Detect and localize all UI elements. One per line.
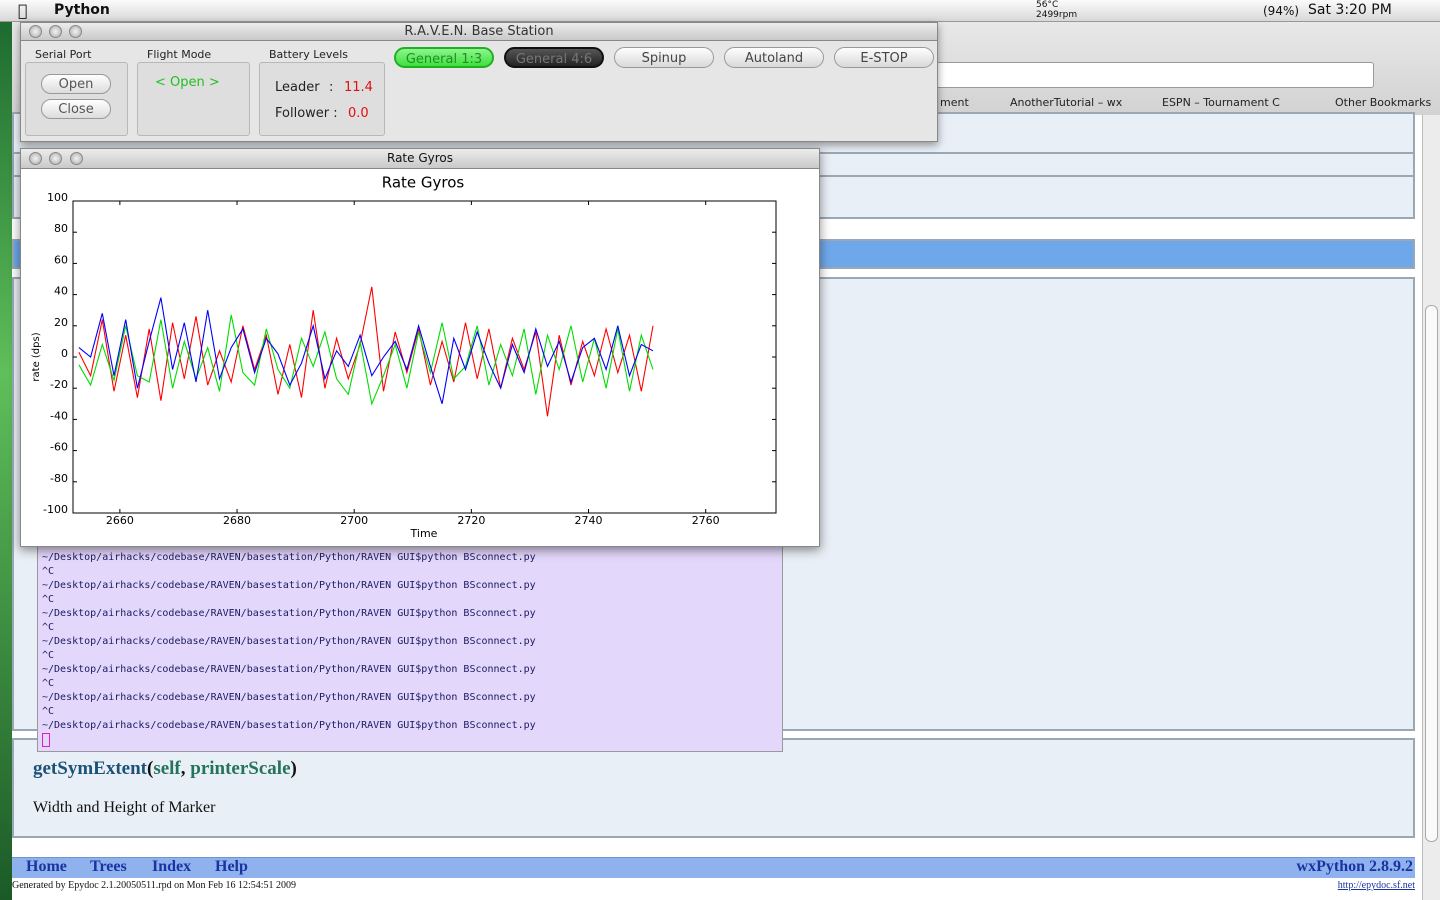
terminal-line: ^C <box>42 650 55 661</box>
version: wxPython 2.8.9.2 <box>1296 858 1413 875</box>
nav-link[interactable]: Index <box>152 858 192 875</box>
cursor <box>42 733 50 747</box>
battery[interactable]: (94%) <box>1263 4 1300 18</box>
chart-title: Rate Gyros <box>382 174 465 192</box>
desktop <box>0 22 12 900</box>
method-box <box>12 738 1415 838</box>
follower-voltage: 0.0 <box>348 106 369 121</box>
method-signature: getSymExtent(self, printerScale) <box>33 758 297 780</box>
y-tick-label: -60 <box>50 441 68 454</box>
app-name[interactable]: Python <box>54 2 110 18</box>
separator: , <box>180 758 191 779</box>
leader-voltage: 11.4 <box>344 80 373 95</box>
y-tick-label: 60 <box>54 253 68 266</box>
terminal-line: ^C <box>42 706 55 717</box>
terminal[interactable] <box>37 540 783 752</box>
temperature: 56°C <box>1036 0 1059 10</box>
group-box <box>259 62 385 136</box>
terminal-line: ~/Desktop/airhacks/codebase/RAVEN/basest… <box>42 636 536 647</box>
y-tick-label: -80 <box>50 472 68 485</box>
series-line <box>78 286 654 417</box>
group-label: Battery Levels <box>269 48 348 61</box>
method-description: Width and Height of Marker <box>33 799 216 816</box>
y-tick-label: -100 <box>43 503 68 516</box>
group-label: Flight Mode <box>147 48 212 61</box>
terminal-line: ~/Desktop/airhacks/codebase/RAVEN/basest… <box>42 692 536 703</box>
method-name: getSymExtent <box>33 758 147 779</box>
close-button[interactable] <box>29 25 42 38</box>
y-tick-label: 100 <box>47 191 68 204</box>
close-button[interactable] <box>29 152 42 165</box>
flight-mode: < Open > <box>155 75 220 90</box>
y-tick-label: 40 <box>54 285 68 298</box>
paren: ) <box>290 758 297 779</box>
terminal-line: ^C <box>42 594 55 605</box>
clock[interactable]: Sat 3:20 PM <box>1308 2 1392 18</box>
terminal-line: ~/Desktop/airhacks/codebase/RAVEN/basest… <box>42 664 536 675</box>
terminal-line: ~/Desktop/airhacks/codebase/RAVEN/basest… <box>42 580 536 591</box>
nav-link[interactable]: Home <box>26 858 67 875</box>
terminal-line: ^C <box>42 622 55 633</box>
minimize-button[interactable] <box>49 152 62 165</box>
terminal-line: ~/Desktop/airhacks/codebase/RAVEN/basest… <box>42 552 536 563</box>
arg: self <box>153 758 181 779</box>
group-label: Serial Port <box>35 48 92 61</box>
apple-menu[interactable]:  <box>18 1 28 20</box>
y-axis-label: rate (dps) <box>31 332 42 381</box>
terminal-line: ^C <box>42 678 55 689</box>
scroll-thumb[interactable] <box>1425 305 1438 842</box>
nav-link[interactable]: Help <box>215 858 248 875</box>
bookmark[interactable]: ESPN – Tournament C <box>1162 96 1280 109</box>
group-box <box>137 62 250 136</box>
bookmark[interactable]: Other Bookmarks <box>1335 96 1432 109</box>
y-tick-label: -20 <box>50 378 68 391</box>
series-line <box>78 297 654 404</box>
bookmark[interactable]: ment <box>940 96 969 109</box>
window-title: R.A.V.E.N. Base Station <box>21 23 937 41</box>
x-tick-label: 2760 <box>692 514 720 527</box>
arg: printerScale <box>190 758 291 779</box>
tab[interactable]: E-STOP <box>834 47 934 68</box>
x-tick-label: 2680 <box>223 514 251 527</box>
fan-speed: 2499rpm <box>1036 10 1078 20</box>
x-tick-label: 2660 <box>106 514 134 527</box>
close-port-button[interactable]: Close <box>41 99 111 119</box>
terminal-line: ~/Desktop/airhacks/codebase/RAVEN/basest… <box>42 608 536 619</box>
nav-bar <box>12 857 1415 878</box>
x-tick-label: 2740 <box>575 514 603 527</box>
footer: Generated by Epydoc 2.1.20050511.rpd on … <box>12 880 297 891</box>
address-bar[interactable] <box>930 62 1374 88</box>
y-tick-label: -40 <box>50 409 68 422</box>
follower-label: Follower : <box>275 106 338 121</box>
leader-label: Leader <box>275 80 320 95</box>
tab[interactable]: Spinup <box>614 47 714 68</box>
menu-bar:  Python 56°C 2499rpm (94%) Sat 3:20 PM <box>0 0 1440 22</box>
terminal-line: ~/Desktop/airhacks/codebase/RAVEN/basest… <box>42 720 536 731</box>
nav-link[interactable]: Trees <box>90 858 127 875</box>
x-tick-label: 2720 <box>457 514 485 527</box>
separator: : <box>329 80 334 95</box>
open-button[interactable]: Open <box>41 74 111 94</box>
y-tick-label: 20 <box>54 316 68 329</box>
series-line <box>78 314 654 406</box>
zoom-button[interactable] <box>70 152 83 165</box>
window-title: Rate Gyros <box>21 149 819 169</box>
tab[interactable]: Autoland <box>724 47 824 68</box>
x-axis-label: Time <box>410 527 438 540</box>
footer-link[interactable]: http://epydoc.sf.net <box>1337 880 1415 891</box>
x-tick-label: 2700 <box>340 514 368 527</box>
y-tick-label: 80 <box>54 222 68 235</box>
y-tick-label: 0 <box>61 347 68 360</box>
tab[interactable]: General 1:3 <box>394 47 494 68</box>
minimize-button[interactable] <box>49 25 62 38</box>
terminal-line: ^C <box>42 566 55 577</box>
tab[interactable]: General 4:6 <box>504 47 604 68</box>
chart: Rate Gyros Time rate (dps) -100 -80 -60 -40… <box>31 174 777 540</box>
bookmark[interactable]: AnotherTutorial – wx <box>1010 96 1123 109</box>
zoom-button[interactable] <box>69 25 82 38</box>
paren: ( <box>146 758 154 779</box>
